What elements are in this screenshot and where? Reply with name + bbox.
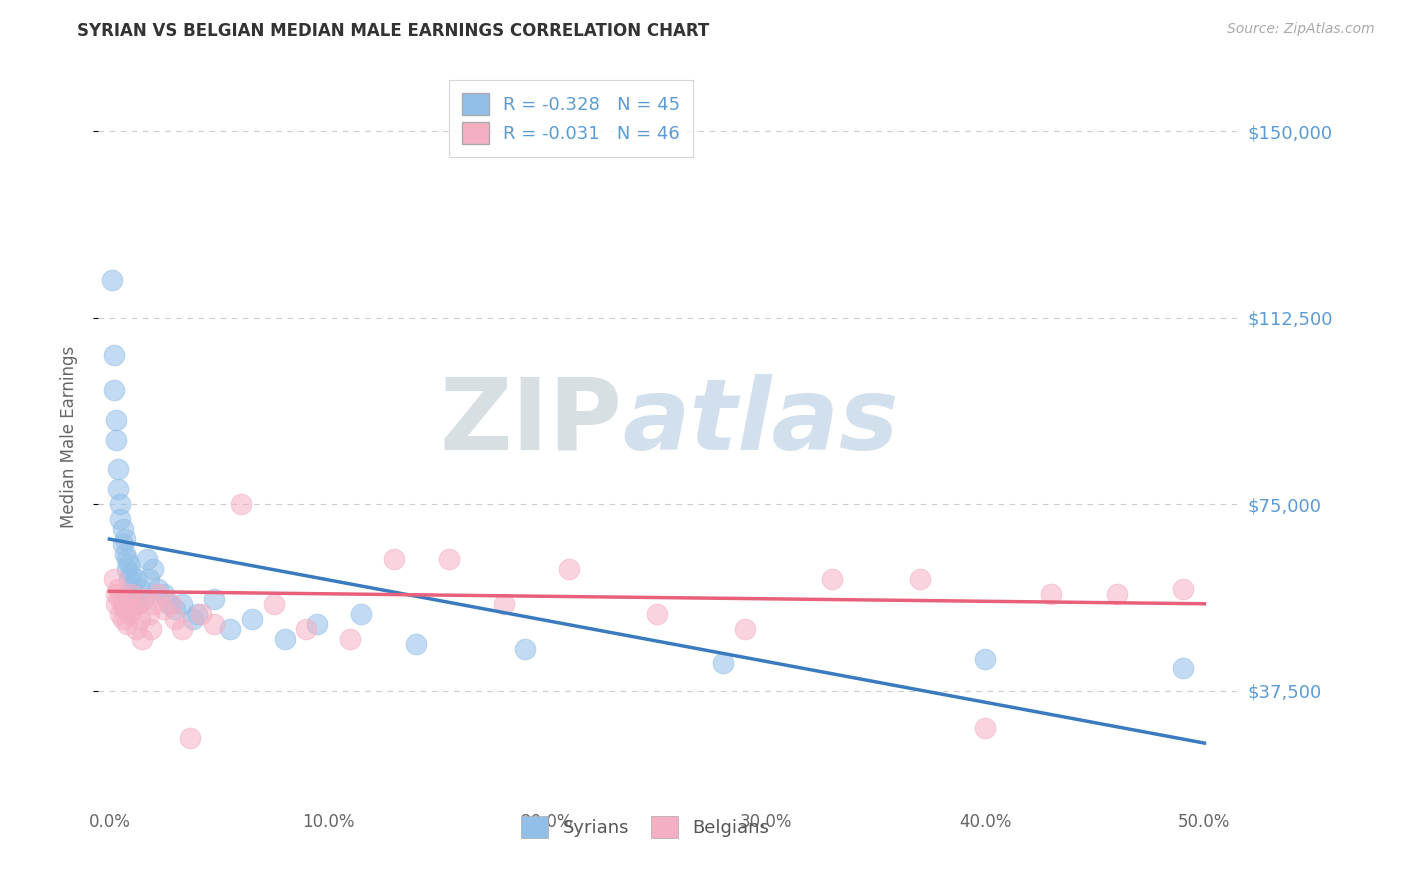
Syrians [157, 597, 180, 611]
Syrians [974, 651, 997, 665]
Belgians [339, 632, 361, 646]
Syrians [114, 547, 136, 561]
Belgians [103, 572, 125, 586]
Legend: Syrians, Belgians: Syrians, Belgians [513, 808, 776, 845]
Syrians [350, 607, 373, 621]
Syrians [515, 641, 537, 656]
Belgians [170, 622, 193, 636]
Syrians [1171, 661, 1194, 675]
Belgians [139, 622, 162, 636]
Belgians [111, 612, 134, 626]
Belgians [165, 612, 187, 626]
Syrians [186, 607, 208, 621]
Belgians [114, 601, 136, 615]
Syrians [127, 597, 149, 611]
Belgians [107, 582, 129, 596]
Syrians [104, 433, 127, 447]
Syrians [100, 273, 122, 287]
Syrians [114, 532, 136, 546]
Belgians [146, 587, 169, 601]
Belgians [908, 572, 931, 586]
Syrians [111, 522, 134, 536]
Syrians [115, 562, 138, 576]
Syrians [711, 657, 734, 671]
Text: ZIP: ZIP [440, 374, 623, 471]
Belgians [110, 607, 132, 621]
Belgians [734, 622, 756, 636]
Syrians [405, 636, 427, 650]
Syrians [115, 552, 138, 566]
Belgians [129, 612, 152, 626]
Syrians [204, 591, 226, 606]
Belgians [382, 552, 405, 566]
Syrians [142, 562, 165, 576]
Syrians [138, 572, 160, 586]
Syrians [273, 632, 295, 646]
Syrians [240, 612, 263, 626]
Belgians [111, 597, 134, 611]
Syrians [118, 572, 141, 586]
Belgians [122, 601, 145, 615]
Syrians [135, 552, 157, 566]
Syrians [111, 537, 134, 551]
Belgians [229, 497, 252, 511]
Belgians [190, 607, 212, 621]
Belgians [127, 597, 149, 611]
Syrians [120, 582, 142, 596]
Syrians [129, 582, 152, 596]
Syrians [104, 412, 127, 426]
Text: SYRIAN VS BELGIAN MEDIAN MALE EARNINGS CORRELATION CHART: SYRIAN VS BELGIAN MEDIAN MALE EARNINGS C… [77, 22, 710, 40]
Syrians [218, 622, 240, 636]
Syrians [103, 383, 125, 397]
Belgians [115, 616, 138, 631]
Syrians [110, 497, 132, 511]
Belgians [153, 601, 176, 615]
Belgians [124, 622, 146, 636]
Syrians [165, 601, 187, 615]
Belgians [118, 591, 141, 606]
Text: atlas: atlas [623, 374, 898, 471]
Text: Source: ZipAtlas.com: Source: ZipAtlas.com [1227, 22, 1375, 37]
Syrians [146, 582, 169, 596]
Syrians [120, 566, 142, 581]
Syrians [134, 591, 156, 606]
Belgians [142, 597, 165, 611]
Syrians [122, 587, 145, 601]
Belgians [1105, 587, 1128, 601]
Belgians [131, 632, 153, 646]
Belgians [437, 552, 460, 566]
Syrians [118, 557, 141, 571]
Belgians [263, 597, 285, 611]
Belgians [159, 597, 181, 611]
Belgians [821, 572, 844, 586]
Syrians [307, 616, 329, 631]
Belgians [204, 616, 226, 631]
Belgians [134, 591, 156, 606]
Belgians [645, 607, 668, 621]
Belgians [104, 587, 127, 601]
Belgians [492, 597, 515, 611]
Belgians [1040, 587, 1063, 601]
Y-axis label: Median Male Earnings: Median Male Earnings [59, 346, 77, 528]
Syrians [153, 587, 176, 601]
Syrians [170, 597, 193, 611]
Syrians [181, 612, 204, 626]
Belgians [179, 731, 201, 745]
Belgians [974, 721, 997, 735]
Belgians [295, 622, 318, 636]
Belgians [138, 607, 160, 621]
Belgians [558, 562, 581, 576]
Syrians [107, 483, 129, 497]
Syrians [107, 462, 129, 476]
Belgians [120, 587, 142, 601]
Syrians [124, 572, 146, 586]
Belgians [110, 591, 132, 606]
Belgians [1171, 582, 1194, 596]
Syrians [103, 348, 125, 362]
Belgians [104, 597, 127, 611]
Syrians [110, 512, 132, 526]
Belgians [118, 607, 141, 621]
